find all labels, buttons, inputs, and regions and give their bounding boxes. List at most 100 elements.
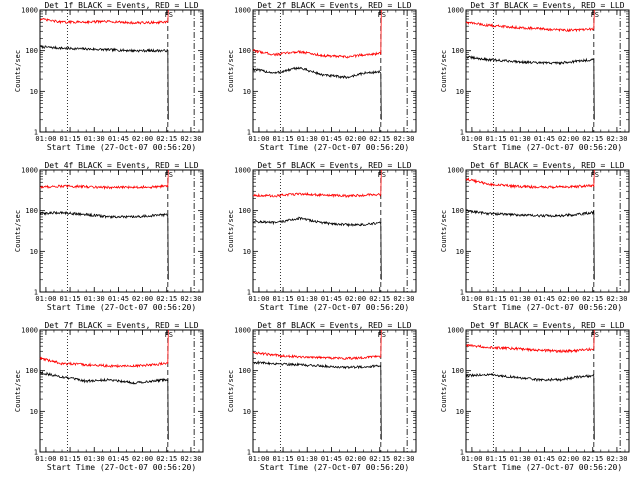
x-tick-label: 01:00 (35, 135, 56, 143)
x-tick-label: 01:45 (534, 295, 555, 303)
fs-annotation: FS (165, 171, 173, 179)
y-tick-label: 1000 (234, 7, 251, 15)
panel-det-5: Det 5f BLACK = Events, RED = LLD 1 10 100 10… (227, 161, 417, 312)
x-axis-label: Start Time (27-Oct-07 00:56:20) (260, 143, 409, 152)
x-tick-label: 02:00 (558, 455, 579, 463)
x-tick-label: 01:45 (321, 455, 342, 463)
x-axis-label: Start Time (27-Oct-07 00:56:20) (47, 143, 196, 152)
y-axis-label: Counts/sec (440, 50, 448, 92)
panel-title: Det 2f BLACK = Events, RED = LLD (257, 1, 411, 10)
series-events-line (39, 44, 169, 120)
series-events-line (465, 55, 595, 120)
plot-frame (465, 169, 630, 293)
y-tick-label: 1 (247, 129, 251, 137)
x-tick-label: 02:15 (582, 135, 603, 143)
fs-annotation: FS (165, 331, 173, 339)
y-tick-label: 1000 (21, 167, 38, 175)
panel-det-7: Det 7f BLACK = Events, RED = LLD 1 10 100 10… (14, 321, 204, 472)
plot-frame (39, 9, 204, 133)
series-lld-line (39, 169, 169, 190)
y-tick-label: 100 (25, 367, 38, 375)
x-tick-label: 02:15 (156, 455, 177, 463)
y-tick-label: 100 (451, 367, 464, 375)
y-tick-label: 10 (456, 248, 464, 256)
plot-frame (39, 169, 204, 293)
plot-frame (252, 9, 417, 133)
plot-frame (252, 169, 417, 293)
x-tick-label: 01:15 (60, 295, 81, 303)
x-tick-label: 02:00 (345, 135, 366, 143)
x-tick-label: 01:30 (297, 295, 318, 303)
x-tick-label: 01:45 (534, 135, 555, 143)
x-tick-label: 01:00 (461, 455, 482, 463)
x-tick-label: 02:00 (345, 295, 366, 303)
panel-det-8: Det 8f BLACK = Events, RED = LLD 1 10 100 10… (227, 321, 417, 472)
x-tick-label: 01:45 (321, 135, 342, 143)
x-tick-label: 01:30 (297, 455, 318, 463)
x-axis-label: Start Time (27-Oct-07 00:56:20) (47, 303, 196, 312)
y-tick-label: 100 (451, 207, 464, 215)
plot-frame (465, 9, 630, 133)
plot-frame (465, 329, 630, 453)
x-tick-label: 01:00 (248, 135, 269, 143)
y-tick-label: 10 (456, 88, 464, 96)
series-lld-line (252, 9, 382, 59)
y-tick-label: 100 (238, 367, 251, 375)
series-events-line (252, 216, 382, 280)
panel-title: Det 9f BLACK = Events, RED = LLD (470, 321, 624, 330)
panel-title: Det 3f BLACK = Events, RED = LLD (470, 1, 624, 10)
x-tick-label: 01:45 (108, 455, 129, 463)
y-tick-label: 10 (456, 408, 464, 416)
y-tick-label: 1 (34, 129, 38, 137)
series-events-line (39, 370, 169, 440)
y-axis-label: Counts/sec (440, 370, 448, 412)
x-tick-label: 01:15 (60, 135, 81, 143)
x-tick-label: 01:30 (84, 455, 105, 463)
x-tick-label: 02:15 (156, 295, 177, 303)
x-tick-label: 01:00 (248, 295, 269, 303)
y-tick-label: 10 (30, 88, 38, 96)
panel-title: Det 6f BLACK = Events, RED = LLD (470, 161, 624, 170)
y-tick-label: 1 (247, 449, 251, 457)
y-axis-label: Counts/sec (227, 370, 235, 412)
x-tick-label: 02:15 (156, 135, 177, 143)
y-tick-label: 10 (243, 88, 251, 96)
y-tick-label: 100 (451, 47, 464, 55)
series-lld-line (465, 9, 595, 33)
y-tick-label: 1 (460, 449, 464, 457)
y-tick-label: 100 (238, 47, 251, 55)
x-tick-label: 02:30 (606, 295, 627, 303)
fs-annotation: FS (591, 11, 599, 19)
y-tick-label: 10 (243, 408, 251, 416)
panel-det-2: Det 2f BLACK = Events, RED = LLD 1 10 100 10… (227, 1, 417, 152)
x-axis-label: Start Time (27-Oct-07 00:56:20) (260, 303, 409, 312)
fs-annotation: FS (378, 331, 386, 339)
y-tick-label: 1 (34, 449, 38, 457)
panel-title: Det 5f BLACK = Events, RED = LLD (257, 161, 411, 170)
x-tick-label: 02:30 (393, 135, 414, 143)
y-tick-label: 1 (34, 289, 38, 297)
x-axis-label: Start Time (27-Oct-07 00:56:20) (47, 463, 196, 472)
y-tick-label: 1000 (447, 327, 464, 335)
series-lld-line (39, 329, 169, 369)
y-tick-label: 1000 (447, 7, 464, 15)
panel-det-1: Det 1f BLACK = Events, RED = LLD 1 10 100 10… (14, 1, 204, 152)
x-tick-label: 02:00 (132, 455, 153, 463)
x-tick-label: 01:00 (461, 135, 482, 143)
fs-annotation: FS (378, 171, 386, 179)
x-tick-label: 01:00 (461, 295, 482, 303)
y-tick-label: 10 (243, 248, 251, 256)
x-tick-label: 01:00 (35, 295, 56, 303)
x-tick-label: 01:30 (84, 135, 105, 143)
y-tick-label: 1 (247, 289, 251, 297)
x-tick-label: 01:15 (273, 295, 294, 303)
x-tick-label: 02:15 (582, 295, 603, 303)
x-tick-label: 02:30 (606, 135, 627, 143)
x-tick-label: 01:30 (510, 295, 531, 303)
y-tick-label: 100 (238, 207, 251, 215)
series-events-line (465, 372, 595, 440)
x-tick-label: 01:15 (486, 295, 507, 303)
y-axis-label: Counts/sec (14, 370, 22, 412)
x-tick-label: 01:15 (486, 455, 507, 463)
x-axis-label: Start Time (27-Oct-07 00:56:20) (473, 303, 622, 312)
